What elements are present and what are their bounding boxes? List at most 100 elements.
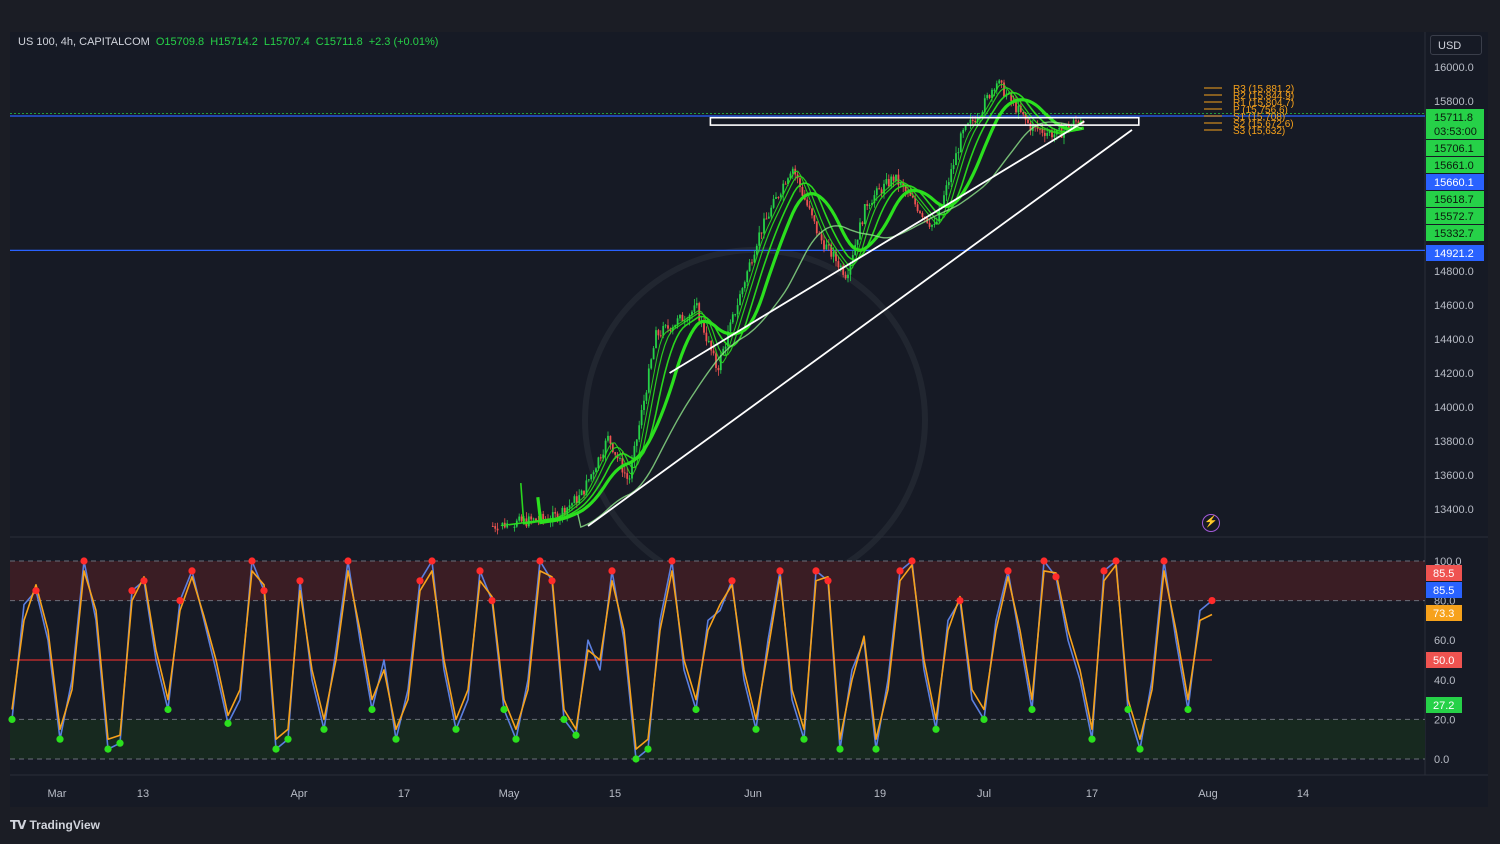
candle-body [983,98,986,113]
candle-body [789,173,792,179]
stoch-tag: 85.5 [1426,565,1462,581]
price-tag-label: 15660.1 [1434,177,1474,189]
candle-body [871,202,873,205]
candle-body [1019,105,1022,112]
price-tag: 15711.8 [1426,109,1484,125]
open-value: O15709.8 [155,36,205,48]
stoch-sell-dot [32,587,40,595]
stoch-sell-dot [812,567,820,575]
price-tag: 15660.1 [1426,174,1484,190]
stoch-tag-label: 27.2 [1433,700,1454,712]
candle-body [587,479,590,481]
candle-body [770,207,773,217]
candle-body [734,314,737,316]
price-tag-bg [1426,208,1484,224]
candle-body [808,205,811,209]
time-tick-label: Apr [290,788,307,800]
overbought-band [10,561,1425,601]
candle-body [825,244,828,250]
candle-body [602,454,605,459]
candle-body [955,153,957,166]
candle-body [1051,131,1053,138]
candle-body [1077,121,1080,124]
stoch-tick-label: 20.0 [1434,714,1455,726]
candle-body [611,443,614,453]
stoch-buy-dot [500,705,508,714]
chart-area[interactable] [10,32,1488,807]
price-tag-bg [1426,157,1484,173]
tradingview-logo[interactable]: TV TradingView [10,818,100,832]
candle-body [659,335,662,337]
candle-body [902,182,905,187]
oversold-band [10,719,1425,759]
stoch-tag-label: 50.0 [1433,655,1454,667]
candle-body [784,183,787,185]
candle-body [959,133,962,153]
stoch-tick-label: 80.0 [1434,596,1455,608]
price-tag: 15618.7 [1426,191,1484,207]
stoch-buy-dot [692,705,700,714]
time-tick-label: 17 [1086,788,1098,800]
close-value: C15711.8 [315,36,363,48]
stoch-tag-bg [1426,697,1462,713]
candle-body [787,178,789,184]
price-tag-bg [1426,225,1484,241]
price-tick-label: 15800.0 [1434,96,1474,108]
stoch-buy-dot [512,735,520,743]
candle-body [777,197,780,199]
stoch-buy-dot [116,739,124,747]
lightning-bolt-icon[interactable]: ⚡ [1202,514,1220,532]
stoch-tag: 85.5 [1426,582,1462,598]
price-tick-label: 13400.0 [1434,504,1474,516]
candle-body [799,178,801,188]
candle-body [835,251,837,262]
candle-body [743,282,746,289]
candle-body [578,495,581,504]
stoch-line-d [11,564,1213,750]
price-tick-label: 14800.0 [1434,266,1474,278]
candle-body [859,222,861,240]
stoch-buy-dot [572,731,580,739]
candle-body [971,119,974,121]
symbol-header: US 100, 4h, CAPITALCOM O15709.8 H15714.2 L1… [18,36,444,48]
candle-body [532,518,535,520]
candle-body [513,526,516,528]
candle-body [633,445,636,462]
price-tag-label: 15332.7 [1434,228,1474,240]
candle-body [815,221,818,234]
candle-body [722,348,725,356]
candle-body [938,208,941,222]
candle-body [839,265,842,268]
candle-body [506,523,509,528]
stoch-buy-dot [1028,705,1036,714]
price-tick-label: 14400.0 [1434,334,1474,346]
stoch-buy-dot [752,725,760,733]
time-tick-label: Jul [977,788,991,800]
candle-body [916,204,919,212]
candle-body [779,194,782,198]
price-tag-label: 15706.1 [1434,143,1474,155]
candle-body [866,204,869,206]
symbol-label[interactable]: US 100, 4h, CAPITALCOM [18,36,150,48]
stoch-sell-dot [608,567,616,575]
candle-body [597,457,600,469]
candle-body [705,332,708,342]
candle-body [861,222,864,225]
currency-button[interactable]: USD [1430,35,1482,55]
candle-body [650,359,653,369]
candle-body [607,435,609,441]
candlesticks [491,78,1085,535]
candle-body [820,234,823,241]
stoch-buy-dot [272,745,280,753]
candle-body [561,507,564,517]
candle-body [568,505,571,508]
candle-body [626,473,629,479]
candle-body [590,474,593,480]
stoch-buy-dot [8,715,16,724]
time-tick-label: 14 [1297,788,1309,800]
price-tick-label: 13600.0 [1434,470,1474,482]
time-tick-label: 13 [137,788,149,800]
candle-body [688,315,691,321]
candle-body [698,303,701,321]
